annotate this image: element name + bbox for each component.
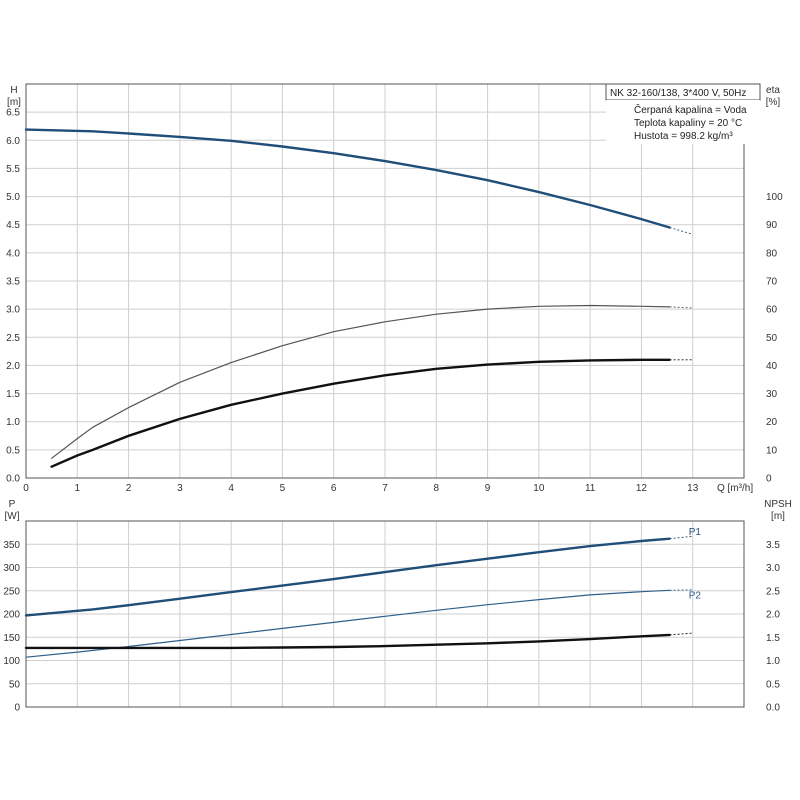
y-right-tick-label: 70 — [766, 277, 778, 288]
y-left-tick-label: 50 — [9, 679, 21, 690]
top-plot-frame — [25, 83, 745, 479]
y-left-tick-label: 1.0 — [6, 417, 20, 428]
y-left-tick-label: 4.0 — [6, 248, 20, 259]
top-right-axis-label-1: eta — [766, 85, 780, 96]
x-tick-label: 6 — [331, 483, 337, 494]
y-right-tick-label: 90 — [766, 220, 778, 231]
y-right-tick-label: 100 — [766, 192, 783, 203]
info-line: Čerpaná kapalina = Voda — [634, 103, 747, 116]
top-panel: 0.0 0.5 1.0 1.5 2.0 2.5 3.0 3.5 4.0 4.5 5.0 5.5 6.0 6… — [6, 83, 783, 494]
x-tick-label: 0 — [23, 483, 29, 494]
bottom-right-axis-label-1: NPSH — [764, 499, 792, 510]
x-tick-label: 4 — [228, 483, 234, 494]
top-left-axis-label-1: H — [10, 85, 17, 96]
y-left-tick-label: 5.5 — [6, 164, 20, 175]
top-left-axis-label-2: [m] — [7, 97, 21, 108]
series-line — [24, 633, 671, 650]
series-label: P1 — [689, 527, 702, 538]
y-left-tick-label: 0.0 — [6, 474, 20, 485]
series-line — [50, 304, 671, 459]
y-right-tick-label: 30 — [766, 389, 778, 400]
y-left-tick-label: 100 — [3, 656, 20, 667]
y-left-tick-label: 2.5 — [6, 333, 20, 344]
y-left-tick-label: 1.5 — [6, 389, 20, 400]
y-left-tick-label: 5.0 — [6, 192, 20, 203]
bottom-grid — [26, 521, 744, 707]
y-right-tick-label: 10 — [766, 445, 778, 456]
y-right-tick-label: 3.0 — [766, 563, 780, 574]
series-extension-line — [669, 227, 693, 235]
top-tick-labels: 0.0 0.5 1.0 1.5 2.0 2.5 3.0 3.5 4.0 4.5 5.0 5.5 6.0 6… — [6, 108, 783, 494]
y-right-tick-label: 0.5 — [766, 679, 780, 690]
top-curves — [24, 128, 693, 468]
x-tick-label: 5 — [280, 483, 286, 494]
y-left-tick-label: 250 — [3, 586, 20, 597]
y-right-tick-label: 50 — [766, 333, 778, 344]
x-tick-label: 8 — [434, 483, 440, 494]
bottom-right-axis-label-2: [m] — [771, 511, 785, 522]
x-tick-label: 10 — [533, 483, 545, 494]
x-tick-label: 13 — [687, 483, 699, 494]
x-tick-label: 2 — [126, 483, 132, 494]
x-tick-label: 9 — [485, 483, 491, 494]
y-left-tick-label: 4.5 — [6, 220, 20, 231]
bottom-panel: P1 P2 0 50 100 150 200 250 300 350 0.0 0.5 1.0 1.5 2.… — [3, 499, 792, 714]
y-right-tick-label: 2.0 — [766, 610, 780, 621]
y-left-tick-label: 300 — [3, 563, 20, 574]
info-title: NK 32-160/138, 3*400 V, 50Hz — [610, 88, 746, 99]
series-line — [24, 128, 671, 229]
series-line-p1 — [24, 537, 671, 617]
info-line: Teplota kapaliny = 20 °C — [634, 118, 742, 129]
x-tick-label: 3 — [177, 483, 183, 494]
x-tick-label: 11 — [585, 483, 596, 494]
y-right-tick-label: 0.0 — [766, 703, 780, 714]
bottom-left-axis-label-1: P — [9, 499, 16, 510]
y-right-tick-label: 1.5 — [766, 633, 780, 644]
y-right-tick-label: 0 — [766, 474, 772, 485]
y-left-tick-label: 3.0 — [6, 305, 20, 316]
top-right-axis-label-2: [%] — [766, 97, 781, 108]
x-tick-label: 1 — [75, 483, 81, 494]
bottom-tick-labels: 0 50 100 150 200 250 300 350 0.0 0.5 1.0 1.5 2.0 2.5 3… — [3, 540, 780, 714]
y-right-tick-label: 40 — [766, 361, 778, 372]
y-right-tick-label: 3.5 — [766, 540, 780, 551]
y-left-tick-label: 2.0 — [6, 361, 20, 372]
y-right-tick-label: 1.0 — [766, 656, 780, 667]
y-left-tick-label: 350 — [3, 540, 20, 551]
y-right-tick-label: 60 — [766, 305, 778, 316]
y-right-tick-label: 80 — [766, 248, 778, 259]
bottom-plot-frame — [25, 520, 745, 708]
series-line-p2 — [25, 589, 671, 658]
info-box: NK 32-160/138, 3*400 V, 50Hz Čerpaná kap… — [605, 83, 761, 144]
x-tick-label: 7 — [382, 483, 388, 494]
y-left-tick-label: 0 — [14, 703, 20, 714]
y-left-tick-label: 6.5 — [6, 108, 20, 119]
y-left-tick-label: 3.5 — [6, 277, 20, 288]
series-line — [50, 358, 671, 468]
y-right-tick-label: 2.5 — [766, 586, 780, 597]
y-left-tick-label: 150 — [3, 633, 20, 644]
y-left-tick-label: 6.0 — [6, 136, 20, 147]
x-axis-label: Q [m³/h] — [717, 483, 753, 494]
y-left-tick-label: 0.5 — [6, 445, 20, 456]
series-label: P2 — [689, 590, 702, 601]
bottom-left-axis-label-2: [W] — [5, 511, 20, 522]
y-right-tick-label: 20 — [766, 417, 778, 428]
bottom-curves: P1 P2 — [24, 527, 702, 658]
x-tick-label: 12 — [636, 483, 648, 494]
y-left-tick-label: 200 — [3, 610, 20, 621]
info-line: Hustota = 998.2 kg/m³ — [634, 131, 733, 142]
